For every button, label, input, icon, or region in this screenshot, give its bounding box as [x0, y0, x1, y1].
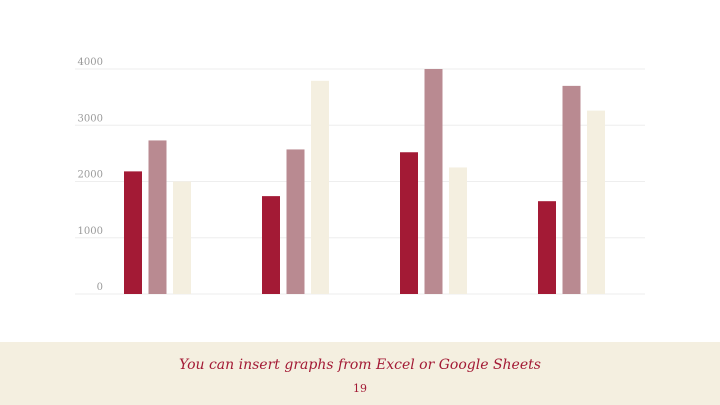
y-axis-ticks: 0 1000 2000 3000 4000	[78, 57, 103, 293]
bar-series-3-group-1	[173, 181, 191, 294]
bar-series-2-group-4	[562, 85, 581, 294]
bars	[124, 69, 605, 294]
slide-caption: You can insert graphs from Excel or Goog…	[179, 357, 541, 373]
y-tick-label: 0	[97, 282, 103, 293]
bar-chart: 0 1000 2000 3000 4000	[75, 57, 645, 295]
y-tick-label: 1000	[78, 226, 103, 237]
bar-series-1-group-2	[262, 196, 280, 294]
y-tick-label: 4000	[78, 57, 103, 68]
y-tick-label: 3000	[78, 113, 103, 124]
bar-series-3-group-4	[587, 110, 605, 294]
page-number: 19	[353, 382, 367, 395]
bar-series-3-group-2	[311, 80, 329, 294]
y-tick-label: 2000	[78, 170, 103, 181]
bar-series-2-group-2	[286, 149, 305, 294]
chart-svg: 0 1000 2000 3000 4000	[75, 57, 645, 295]
slide-footer: You can insert graphs from Excel or Goog…	[0, 342, 720, 405]
bar-series-1-group-3	[400, 152, 418, 294]
bar-series-3-group-3	[449, 167, 467, 294]
bar-series-1-group-1	[124, 171, 142, 294]
bar-series-2-group-1	[148, 140, 167, 294]
bar-series-2-group-3	[424, 69, 443, 294]
bar-series-1-group-4	[538, 201, 556, 294]
